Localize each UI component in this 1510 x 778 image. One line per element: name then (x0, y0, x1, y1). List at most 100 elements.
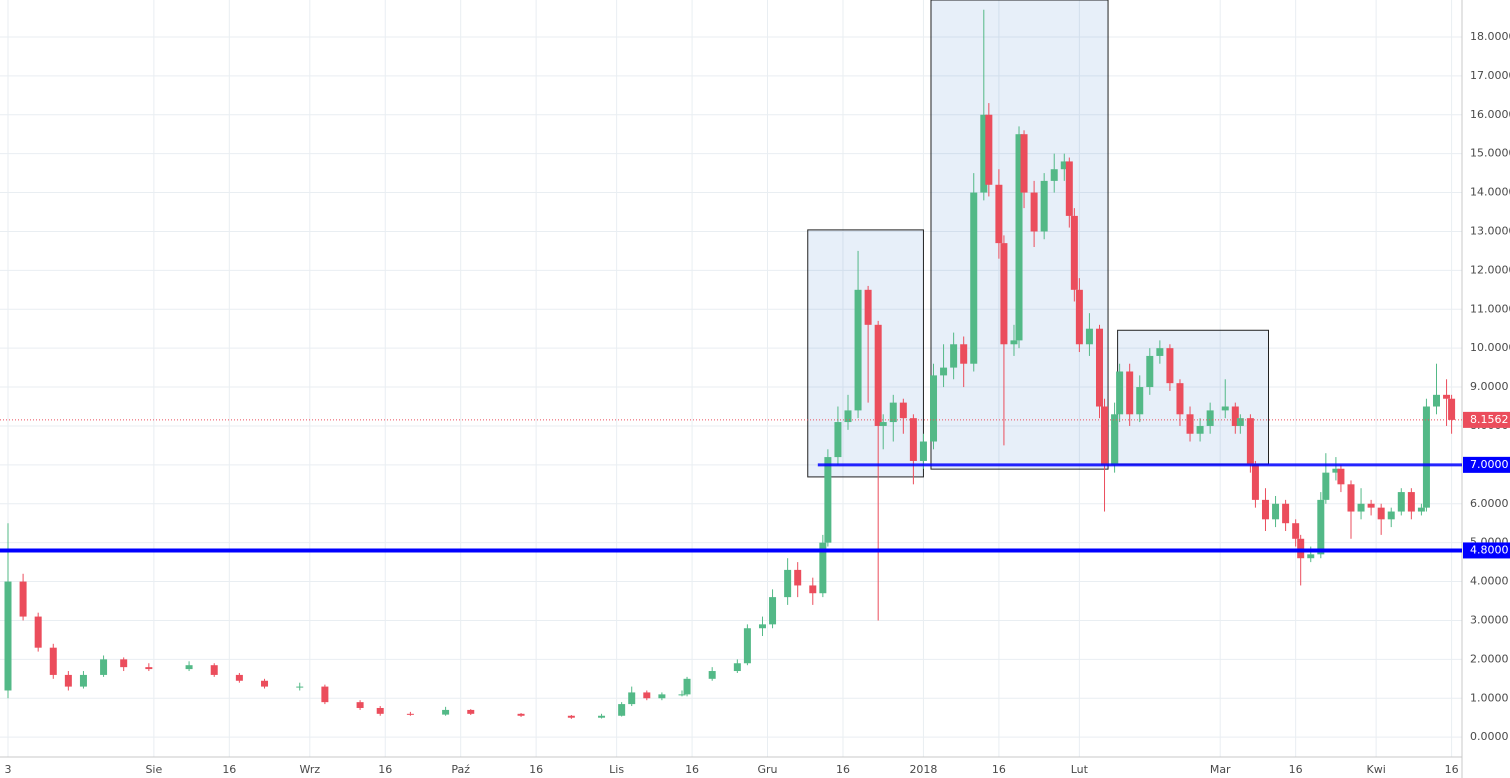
candle-body (1231, 406, 1239, 426)
candle-body (1020, 134, 1028, 193)
candle-body (1186, 414, 1194, 434)
x-tick-label: 16 (992, 763, 1006, 776)
candle-body (844, 410, 852, 423)
candle-body (824, 457, 832, 543)
x-tick-label: 16 (836, 763, 850, 776)
candle-body (467, 709, 475, 714)
candle-body (1085, 328, 1093, 345)
candle-body (19, 581, 27, 617)
candle-body (1307, 554, 1315, 559)
candle-body (1246, 418, 1254, 465)
candle-body (683, 678, 691, 695)
candle-body (940, 367, 948, 376)
x-tick-label: Lis (609, 763, 624, 776)
x-tick-label: 16 (529, 763, 543, 776)
y-tick-label: 18.0000 (1470, 30, 1510, 43)
candle-body (995, 184, 1003, 244)
candle-body (909, 418, 917, 461)
candle-body (1397, 492, 1405, 512)
x-tick-label: 2018 (909, 763, 937, 776)
candle-body (658, 694, 666, 699)
y-tick-label: 10.0000 (1470, 341, 1510, 354)
candle-body (235, 674, 243, 681)
y-tick-label: 15.0000 (1470, 147, 1510, 160)
candle-body (1407, 492, 1415, 512)
candle-body (784, 569, 792, 598)
y-tick-label: 16.0000 (1470, 108, 1510, 121)
candle-body (980, 114, 988, 193)
candle-body (1015, 134, 1023, 341)
candle-body (1101, 406, 1109, 465)
x-tick-label: Kwi (1366, 763, 1385, 776)
candle-body (1111, 414, 1119, 465)
candle-body (442, 709, 450, 715)
candle-body (733, 663, 741, 672)
candle-body (1443, 394, 1451, 399)
candle-body (321, 686, 329, 703)
candle-body (185, 665, 193, 670)
candle-body (1317, 499, 1325, 555)
candle-body (834, 422, 842, 458)
candle-body (1136, 387, 1144, 415)
price-tag-label: 8.1562 (1470, 413, 1509, 426)
candle-body (1075, 289, 1083, 345)
candle-body (809, 585, 817, 594)
candle-body (1448, 398, 1456, 420)
price-tag-label: 7.0000 (1470, 458, 1509, 471)
candle-body (4, 581, 12, 691)
candle-body (1146, 355, 1154, 388)
y-tick-label: 12.0000 (1470, 263, 1510, 276)
y-tick-label: 2.0000 (1470, 652, 1509, 665)
y-tick-label: 1.0000 (1470, 691, 1509, 704)
candle-body (794, 569, 802, 586)
candle-body (1322, 472, 1330, 500)
candle-body (1387, 511, 1395, 520)
x-tick-label: 3 (4, 763, 11, 776)
candle-body (1126, 371, 1134, 415)
candle-body (950, 344, 958, 368)
price-tag-label: 4.8000 (1470, 543, 1509, 556)
y-tick-label: 11.0000 (1470, 302, 1510, 315)
candle-body (985, 114, 993, 185)
x-tick-label: 16 (222, 763, 236, 776)
x-tick-label: 16 (685, 763, 699, 776)
candle-body (758, 624, 766, 629)
price-tag (1463, 542, 1510, 559)
candle-body (743, 628, 751, 664)
y-tick-label: 13.0000 (1470, 224, 1510, 237)
candle-body (296, 686, 304, 688)
x-tick-label: Wrz (299, 763, 320, 776)
y-tick-label: 9.0000 (1470, 380, 1509, 393)
candle-body (1206, 410, 1214, 426)
candle-body (1065, 161, 1073, 216)
candle-body (708, 671, 716, 679)
candle-body (1347, 484, 1355, 512)
candle-body (1332, 468, 1340, 473)
candle-body (1010, 340, 1018, 345)
candle-body (1432, 394, 1440, 407)
candle-body (1156, 348, 1164, 356)
candle-body (376, 707, 384, 714)
candle-body (1236, 418, 1244, 426)
candle-body (1040, 180, 1048, 232)
candle-body (1095, 328, 1103, 407)
zone (807, 229, 924, 478)
candle-body (356, 702, 364, 708)
candle-body (1367, 503, 1375, 508)
candle-body (1292, 523, 1300, 539)
y-tick-label: 17.0000 (1470, 69, 1510, 82)
candle-body (899, 402, 907, 419)
candle-body (628, 692, 636, 705)
candle-body (1251, 464, 1259, 500)
candle-body (1282, 503, 1290, 524)
x-tick-label: Mar (1210, 763, 1231, 776)
candle-body (49, 647, 57, 675)
candle-body (100, 659, 108, 675)
candle-body (1337, 468, 1345, 485)
x-tick-label: 16 (1289, 763, 1303, 776)
x-tick-label: 16 (378, 763, 392, 776)
candle-body (643, 692, 651, 699)
candle-body (1070, 215, 1078, 290)
candle-body (919, 441, 927, 461)
